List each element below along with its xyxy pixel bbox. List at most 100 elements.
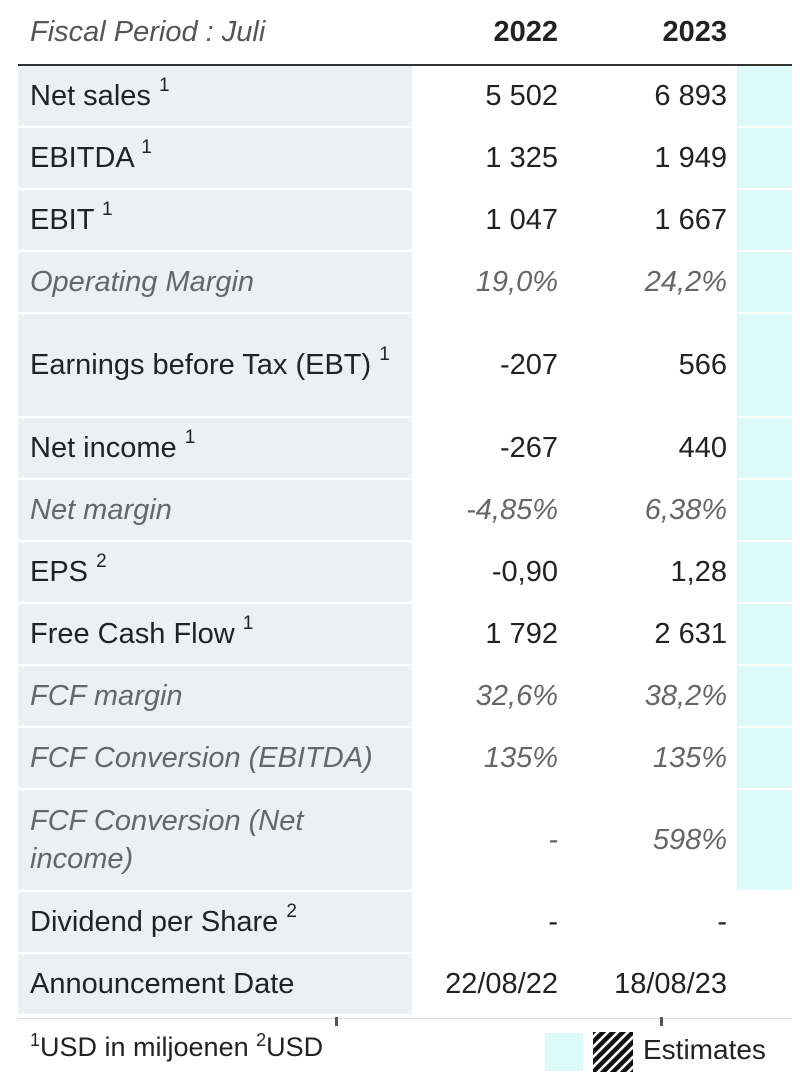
row-label-text: EBITDA: [30, 142, 134, 174]
estimate-cell: [737, 65, 792, 128]
axis-tick: [335, 1017, 338, 1026]
row-label: EBIT 1: [18, 189, 412, 252]
footnote-text-2: USD: [266, 1032, 324, 1062]
row-label: Earnings before Tax (EBT) 1: [18, 313, 412, 418]
estimate-cell: [737, 313, 792, 418]
row-label-text: Announcement Date: [30, 968, 295, 1000]
estimate-cell: [737, 541, 792, 604]
value-2023: 2 631: [562, 603, 737, 666]
row-label: EPS 2: [18, 541, 412, 604]
axis-tick: [660, 1017, 663, 1026]
row-label: FCF margin: [18, 665, 412, 728]
footnote-ref: 1: [141, 137, 152, 159]
table-row: Net sales 1 5 502 6 893: [18, 65, 792, 128]
footnote-text-1: USD in miljoenen: [40, 1032, 249, 1062]
row-label: Free Cash Flow 1: [18, 603, 412, 666]
value-2022: 1 325: [412, 127, 562, 190]
value-2022: 22/08/22: [412, 953, 562, 1016]
estimate-cell: [737, 127, 792, 190]
value-2023: 18/08/23: [562, 953, 737, 1016]
row-label: Net margin: [18, 479, 412, 542]
row-label-text: EBIT: [30, 204, 94, 236]
table-header-row: Fiscal Period : Juli 2022 2023: [18, 0, 792, 66]
row-label: Dividend per Share 2: [18, 891, 412, 954]
value-2023: -: [562, 891, 737, 954]
value-2022: 5 502: [412, 65, 562, 128]
value-2023: 598%: [562, 789, 737, 892]
row-label-text: Net income: [30, 432, 177, 464]
value-2023: 1 949: [562, 127, 737, 190]
year-header-2022: 2022: [412, 0, 562, 66]
row-label: FCF Conversion (Net income): [18, 789, 412, 892]
estimate-cell: [737, 727, 792, 790]
year-header-2023: 2023: [562, 0, 737, 66]
footnote-ref: 1: [379, 344, 390, 366]
row-label-text: Earnings before Tax (EBT): [30, 349, 372, 381]
financials-table: Fiscal Period : Juli 2022 2023 Net sales…: [18, 0, 792, 1016]
estimate-cell: [737, 479, 792, 542]
footnote-ref: 1: [242, 613, 254, 635]
table-row: Announcement Date 22/08/22 18/08/23: [18, 953, 792, 1016]
footnote-ref: 2: [286, 901, 297, 923]
estimate-color-swatch: [545, 1033, 583, 1071]
value-2022: -: [412, 789, 562, 892]
estimate-cell: [737, 789, 792, 892]
estimate-cell: [737, 603, 792, 666]
axis-rule: [18, 1018, 792, 1019]
estimates-header-cell: [737, 0, 792, 66]
footnote-ref: 2: [96, 551, 107, 573]
row-label-text: Net margin: [30, 494, 172, 526]
estimate-cell: [737, 953, 792, 1016]
value-2023: 1,28: [562, 541, 737, 604]
row-label: Announcement Date: [18, 953, 412, 1016]
footnote-ref: 1: [184, 427, 196, 449]
footnotes: 1USD in miljoenen 2USD: [30, 1030, 324, 1063]
row-label: EBITDA 1: [18, 127, 412, 190]
row-label: FCF Conversion (EBITDA): [18, 727, 412, 790]
value-2022: 1 792: [412, 603, 562, 666]
row-label-text: FCF Conversion (Net income): [30, 805, 304, 875]
value-2023: 38,2%: [562, 665, 737, 728]
value-2022: -: [412, 891, 562, 954]
estimate-cell: [737, 251, 792, 314]
table-row: Net income 1 -267 440: [18, 417, 792, 480]
estimate-cell: [737, 891, 792, 954]
value-2022: -4,85%: [412, 479, 562, 542]
estimate-cell: [737, 417, 792, 480]
footnote-ref: 1: [102, 199, 113, 221]
row-label-text: Operating Margin: [30, 266, 255, 298]
estimate-cell: [737, 665, 792, 728]
row-label-text: EPS: [30, 556, 89, 588]
table-row: Dividend per Share 2 - -: [18, 891, 792, 954]
footnote-mark-1: 1: [30, 1030, 41, 1050]
value-2022: -0,90: [412, 541, 562, 604]
row-label: Operating Margin: [18, 251, 412, 314]
row-label-text: FCF margin: [30, 680, 183, 712]
value-2023: 24,2%: [562, 251, 737, 314]
value-2023: 135%: [562, 727, 737, 790]
value-2022: -207: [412, 313, 562, 418]
hatch-pattern-icon: [593, 1032, 633, 1072]
value-2022: 135%: [412, 727, 562, 790]
value-2022: 1 047: [412, 189, 562, 252]
estimate-cell: [737, 189, 792, 252]
row-label-text: Dividend per Share: [30, 906, 279, 938]
row-label-text: Free Cash Flow: [30, 618, 235, 650]
table-row: EPS 2 -0,90 1,28: [18, 541, 792, 604]
value-2023: 6 893: [562, 65, 737, 128]
table-row: EBITDA 1 1 325 1 949: [18, 127, 792, 190]
table-row: Operating Margin 19,0% 24,2%: [18, 251, 792, 314]
footnote-mark-2: 2: [256, 1030, 267, 1050]
estimates-legend-label: Estimates: [643, 1034, 766, 1065]
value-2023: 6,38%: [562, 479, 737, 542]
row-label: Net income 1: [18, 417, 412, 480]
value-2023: 1 667: [562, 189, 737, 252]
table-row: Net margin -4,85% 6,38%: [18, 479, 792, 542]
fiscal-period-label: Fiscal Period : Juli: [18, 0, 412, 66]
row-label-text: FCF Conversion (EBITDA): [30, 742, 373, 774]
table-row: FCF margin 32,6% 38,2%: [18, 665, 792, 728]
value-2023: 566: [562, 313, 737, 418]
footnote-ref: 1: [158, 75, 170, 97]
value-2022: -267: [412, 417, 562, 480]
table-row: Earnings before Tax (EBT) 1 -207 566: [18, 313, 792, 418]
